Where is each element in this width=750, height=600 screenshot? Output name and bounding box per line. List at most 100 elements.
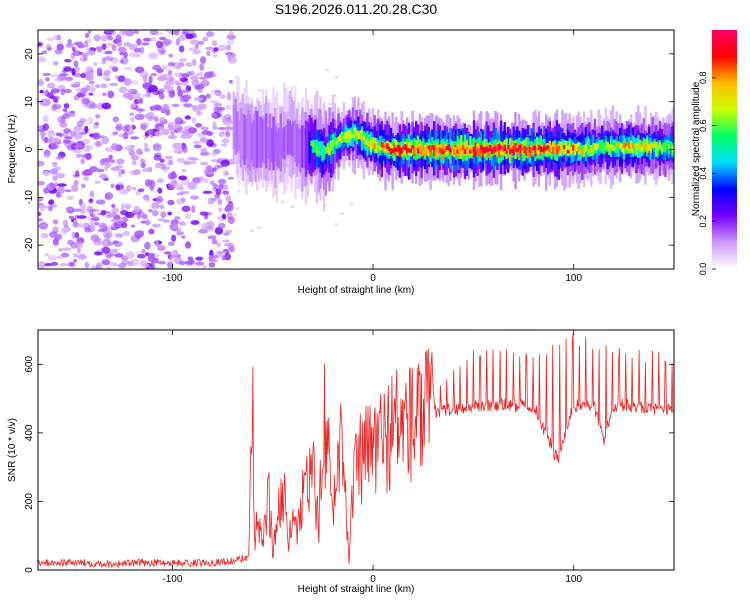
ridge-cell bbox=[272, 116, 275, 171]
ridge-cell bbox=[312, 142, 315, 148]
ridge-cell bbox=[624, 143, 627, 148]
noise-blob bbox=[179, 221, 186, 226]
noise-blob bbox=[141, 248, 146, 254]
noise-blob bbox=[145, 90, 152, 98]
noise-blob bbox=[93, 251, 103, 255]
ridge-cell bbox=[474, 149, 477, 155]
noise-blob bbox=[178, 45, 185, 53]
noise-blob bbox=[168, 183, 176, 188]
noise-blob bbox=[221, 213, 227, 220]
noise-blob bbox=[92, 61, 98, 67]
noise-blob bbox=[120, 203, 125, 211]
noise-blob bbox=[62, 139, 72, 144]
noise-blob bbox=[328, 102, 333, 106]
ridge-cell bbox=[564, 145, 568, 151]
ridge-cell bbox=[615, 141, 618, 153]
noise-blob bbox=[208, 262, 216, 268]
noise-blob bbox=[202, 265, 208, 269]
noise-blob bbox=[217, 178, 227, 185]
noise-blob bbox=[192, 106, 202, 113]
noise-blob bbox=[160, 73, 170, 79]
snr-y-tick-label: 400 bbox=[24, 424, 35, 441]
noise-blob bbox=[157, 126, 165, 131]
ridge-cell bbox=[664, 143, 667, 148]
snr-x-ticks: -100 0 100 bbox=[162, 330, 582, 585]
ridge-cell bbox=[285, 125, 288, 157]
ridge-cell bbox=[337, 138, 340, 148]
ridge-cell bbox=[283, 127, 286, 160]
ridge-cell bbox=[545, 146, 548, 151]
ridge-cell bbox=[355, 129, 358, 136]
noise-blob bbox=[121, 30, 127, 36]
noise-blob bbox=[41, 50, 48, 55]
noise-blob bbox=[171, 234, 177, 242]
ridge-cell bbox=[662, 142, 665, 149]
noise-blob bbox=[73, 179, 79, 186]
noise-blob bbox=[174, 72, 184, 77]
ridge-cell bbox=[351, 129, 355, 139]
ridge-cell bbox=[322, 145, 326, 160]
noise-blob bbox=[218, 131, 225, 138]
noise-blob bbox=[187, 181, 197, 190]
ridge-cell bbox=[611, 145, 615, 151]
noise-blob bbox=[95, 199, 106, 205]
noise-blob bbox=[215, 188, 222, 195]
noise-blob bbox=[194, 261, 205, 266]
noise-blob bbox=[200, 223, 209, 230]
noise-blob bbox=[38, 197, 44, 202]
noise-blob bbox=[147, 254, 156, 263]
ridge-cell bbox=[546, 145, 550, 150]
noise-blob bbox=[55, 156, 62, 160]
ridge-cell bbox=[415, 145, 418, 149]
ridge-cell bbox=[519, 145, 523, 151]
noise-blob bbox=[211, 40, 218, 47]
noise-blob bbox=[205, 93, 211, 99]
noise-blob bbox=[214, 193, 221, 200]
noise-blob bbox=[156, 195, 164, 204]
ridge-cell bbox=[492, 146, 495, 153]
noise-blob bbox=[137, 253, 146, 259]
noise-blob bbox=[225, 44, 231, 51]
noise-blob bbox=[57, 193, 63, 198]
noise-blob bbox=[50, 142, 60, 150]
noise-blob bbox=[161, 128, 170, 136]
noise-blob bbox=[107, 211, 112, 217]
noise-blob bbox=[58, 40, 64, 44]
noise-blob bbox=[148, 52, 159, 60]
ridge-cell bbox=[570, 147, 573, 154]
noise-blob bbox=[185, 62, 193, 67]
ridge-cell bbox=[257, 116, 261, 167]
noise-blob bbox=[198, 176, 205, 180]
ridge-cell bbox=[364, 140, 367, 145]
noise-blob bbox=[144, 241, 151, 250]
noise-blob bbox=[226, 34, 236, 40]
noise-blob bbox=[325, 68, 330, 72]
noise-blob bbox=[190, 220, 200, 225]
noise-blob bbox=[96, 141, 101, 147]
noise-blob bbox=[160, 87, 167, 92]
noise-blob bbox=[208, 254, 219, 260]
ridge-cell bbox=[350, 134, 353, 138]
ridge-cell bbox=[263, 116, 266, 164]
noise-blob bbox=[184, 260, 192, 265]
noise-blob bbox=[91, 132, 101, 140]
ridge-cell bbox=[427, 145, 430, 149]
noise-blob bbox=[217, 107, 223, 115]
ridge-cell bbox=[342, 131, 346, 139]
noise-blob bbox=[98, 222, 108, 230]
ridge-cell bbox=[548, 148, 551, 152]
noise-blob bbox=[170, 179, 178, 185]
ridge-cell bbox=[427, 143, 430, 157]
noise-blob bbox=[213, 102, 223, 107]
ridge-cell bbox=[604, 140, 607, 149]
ridge-cell bbox=[586, 140, 589, 155]
noise-blob bbox=[170, 131, 175, 135]
noise-blob bbox=[71, 184, 79, 192]
ridge-cell bbox=[306, 122, 309, 170]
ridge-cell bbox=[335, 140, 338, 145]
noise-blob bbox=[218, 126, 226, 131]
noise-blob bbox=[95, 262, 103, 269]
noise-blob bbox=[62, 247, 72, 251]
noise-blob bbox=[174, 256, 183, 265]
noise-blob bbox=[73, 125, 82, 132]
